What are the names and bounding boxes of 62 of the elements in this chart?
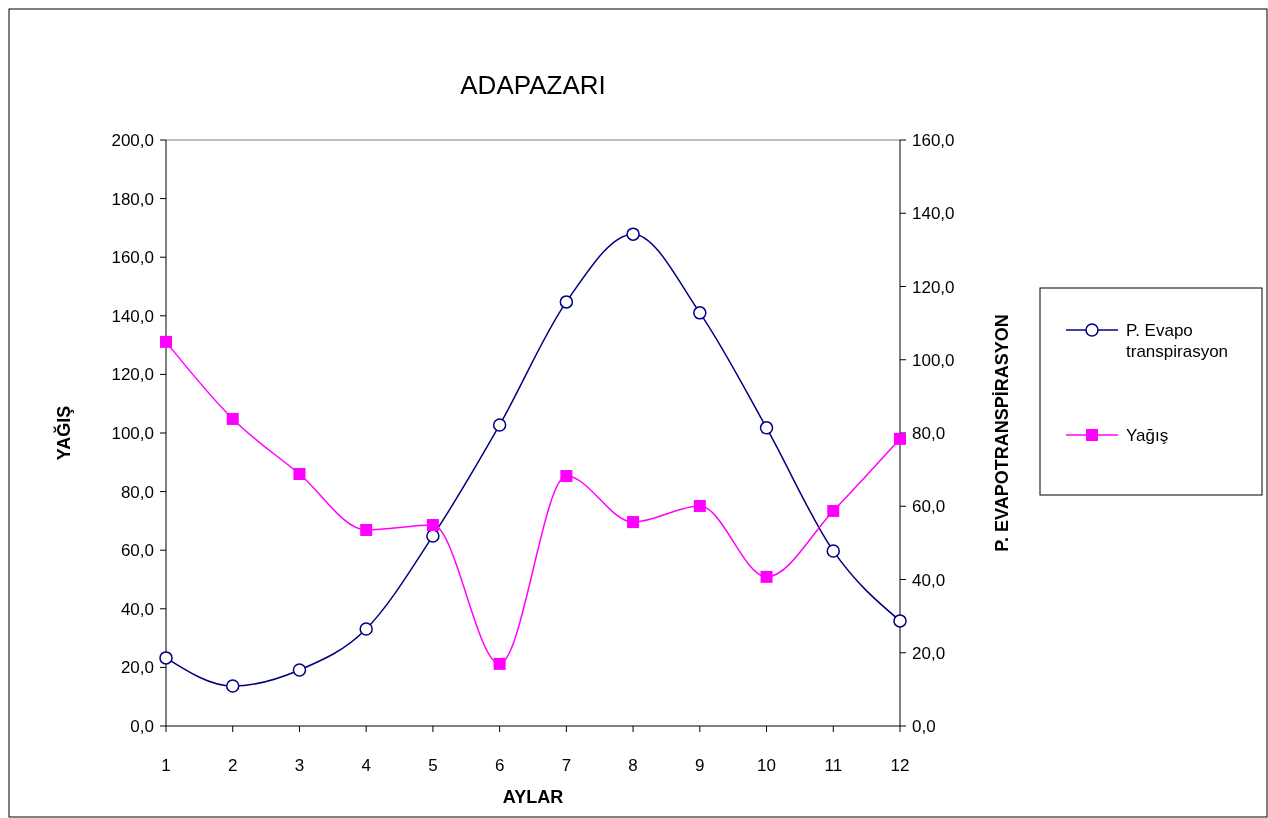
y-tick-label: 180,0	[111, 189, 154, 209]
y-axis-title: YAĞIŞ	[53, 405, 74, 461]
y-tick-label: 140,0	[111, 306, 154, 326]
point	[559, 295, 574, 309]
legend-label: P. Evapo transpirasyon	[1126, 321, 1229, 361]
y2-tick-label: 120,0	[912, 277, 955, 297]
x-tick-label: 12	[890, 756, 910, 775]
y-tick-label: 0,0	[130, 717, 154, 736]
point	[293, 468, 306, 481]
point	[827, 504, 840, 517]
point	[426, 529, 440, 543]
point	[225, 679, 240, 693]
x-tick-label: 2	[227, 756, 238, 775]
point	[292, 663, 307, 677]
x-tick-label: 3	[294, 756, 305, 775]
y-tick-label: 40,0	[120, 599, 154, 619]
y-tick-label: 60,0	[120, 541, 154, 561]
x-tick-label: 4	[361, 756, 371, 775]
x-tick-label: 7	[561, 756, 572, 775]
x-tick-label: 6	[494, 756, 505, 775]
chart-title: ADAPAZARI	[460, 70, 606, 100]
x-tick-label: 1	[161, 756, 171, 775]
y-tick-label: 20,0	[120, 658, 154, 678]
point	[826, 544, 841, 558]
legend-label: Yağış	[1126, 426, 1169, 445]
point	[760, 570, 773, 583]
point	[359, 622, 373, 636]
y2-tick-label: 0,0	[912, 717, 936, 736]
point	[893, 614, 907, 628]
point	[160, 335, 172, 348]
point	[627, 516, 640, 529]
point	[560, 470, 573, 483]
y-tick-label: 200,0	[111, 131, 154, 150]
y-tick-label: 80,0	[120, 482, 154, 502]
point	[159, 651, 173, 665]
y-tick-label: 100,0	[111, 424, 154, 443]
point	[626, 227, 640, 241]
point	[226, 412, 239, 425]
x-tick-label: 9	[695, 756, 705, 775]
point	[693, 499, 706, 512]
point	[493, 657, 506, 670]
y2-tick-label: 100,0	[912, 350, 955, 370]
y2-tick-label: 20,0	[912, 643, 946, 663]
point	[693, 306, 707, 320]
point	[492, 418, 507, 432]
x-tick-label: 11	[824, 756, 843, 775]
point	[426, 519, 439, 531]
y2-tick-label: 140,0	[912, 204, 955, 224]
point	[894, 432, 906, 445]
x-tick-label: 8	[628, 756, 638, 775]
y2-axis-title: P. EVAPOTRANSPİRASYON	[992, 314, 1012, 552]
y-tick-label: 120,0	[111, 365, 154, 385]
y2-tick-label: 80,0	[912, 424, 946, 443]
point	[759, 421, 774, 435]
x-tick-label: 5	[428, 756, 438, 775]
point	[360, 523, 373, 536]
y2-tick-label: 40,0	[912, 570, 946, 590]
y2-tick-label: 60,0	[912, 497, 946, 517]
x-axis-title: AYLAR	[502, 787, 564, 807]
y-tick-label: 160,0	[111, 248, 154, 268]
y2-tick-label: 160,0	[912, 131, 955, 150]
x-tick-label: 10	[757, 756, 777, 775]
